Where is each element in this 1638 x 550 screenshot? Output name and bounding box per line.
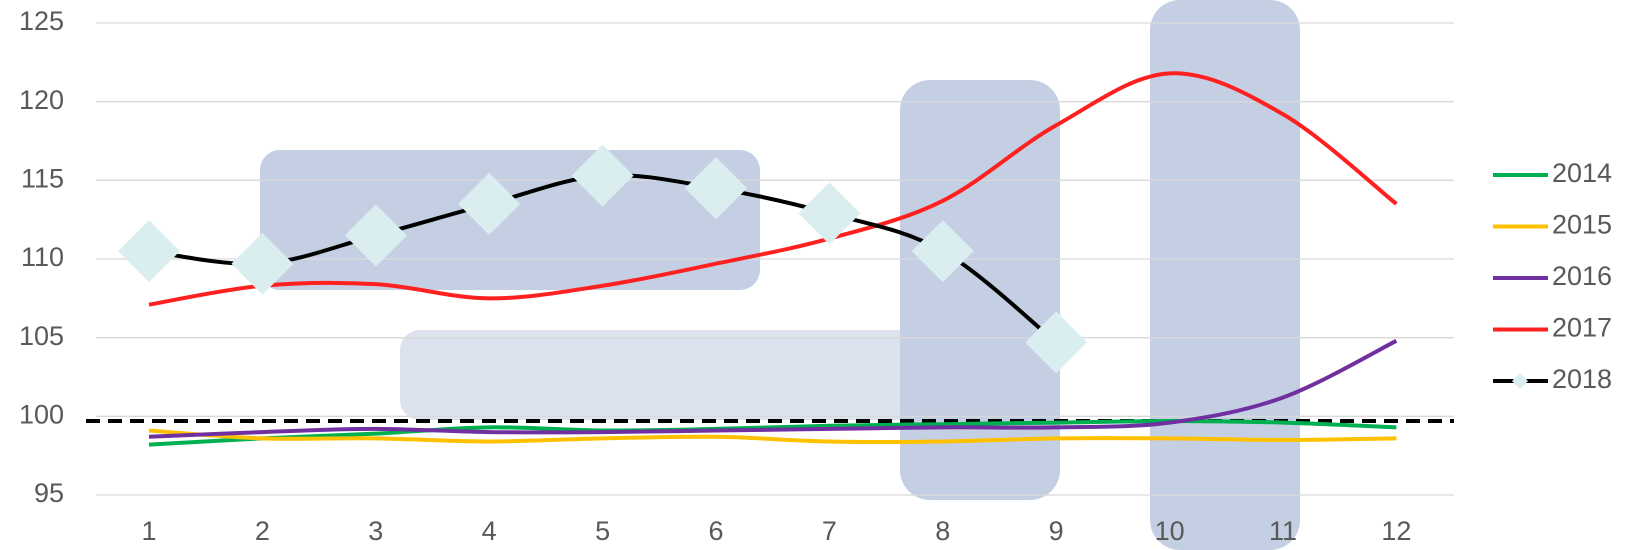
x-tick-label: 11 bbox=[1269, 516, 1297, 546]
y-tick-label: 115 bbox=[21, 163, 64, 193]
marker bbox=[231, 232, 294, 295]
marker bbox=[571, 144, 634, 207]
y-tick-label: 105 bbox=[19, 321, 64, 351]
marker bbox=[911, 220, 974, 283]
legend-label: 2018 bbox=[1552, 364, 1612, 394]
marker bbox=[344, 204, 407, 267]
x-tick-label: 1 bbox=[141, 516, 156, 546]
marker bbox=[685, 157, 747, 220]
x-tick-label: 9 bbox=[1049, 516, 1064, 546]
series-line bbox=[148, 428, 1397, 445]
series-line bbox=[148, 339, 1398, 439]
x-tick-label: 6 bbox=[708, 516, 723, 546]
y-tick-label: 100 bbox=[19, 399, 64, 429]
x-tick-label: 12 bbox=[1381, 516, 1411, 546]
y-tick-label: 120 bbox=[19, 85, 64, 115]
x-tick-label: 10 bbox=[1155, 516, 1185, 546]
marker bbox=[118, 220, 180, 283]
x-tick-label: 5 bbox=[595, 516, 610, 546]
legend-label: 2016 bbox=[1552, 261, 1612, 291]
x-tick-label: 2 bbox=[255, 516, 270, 546]
marker bbox=[798, 182, 861, 245]
marker bbox=[458, 172, 521, 235]
x-tick-label: 7 bbox=[822, 516, 837, 546]
legend-marker bbox=[1512, 373, 1528, 389]
marker bbox=[1025, 311, 1088, 374]
legend-label: 2014 bbox=[1552, 158, 1612, 188]
x-tick-label: 4 bbox=[482, 516, 497, 546]
x-tick-label: 8 bbox=[935, 516, 950, 546]
y-tick-label: 125 bbox=[19, 6, 64, 36]
y-tick-label: 110 bbox=[21, 242, 64, 272]
watermark bbox=[260, 0, 1300, 550]
y-tick-label: 95 bbox=[34, 478, 64, 508]
legend-label: 2017 bbox=[1552, 313, 1612, 343]
x-tick-label: 3 bbox=[368, 516, 383, 546]
series-line bbox=[148, 71, 1398, 307]
legend-label: 2015 bbox=[1552, 210, 1612, 240]
